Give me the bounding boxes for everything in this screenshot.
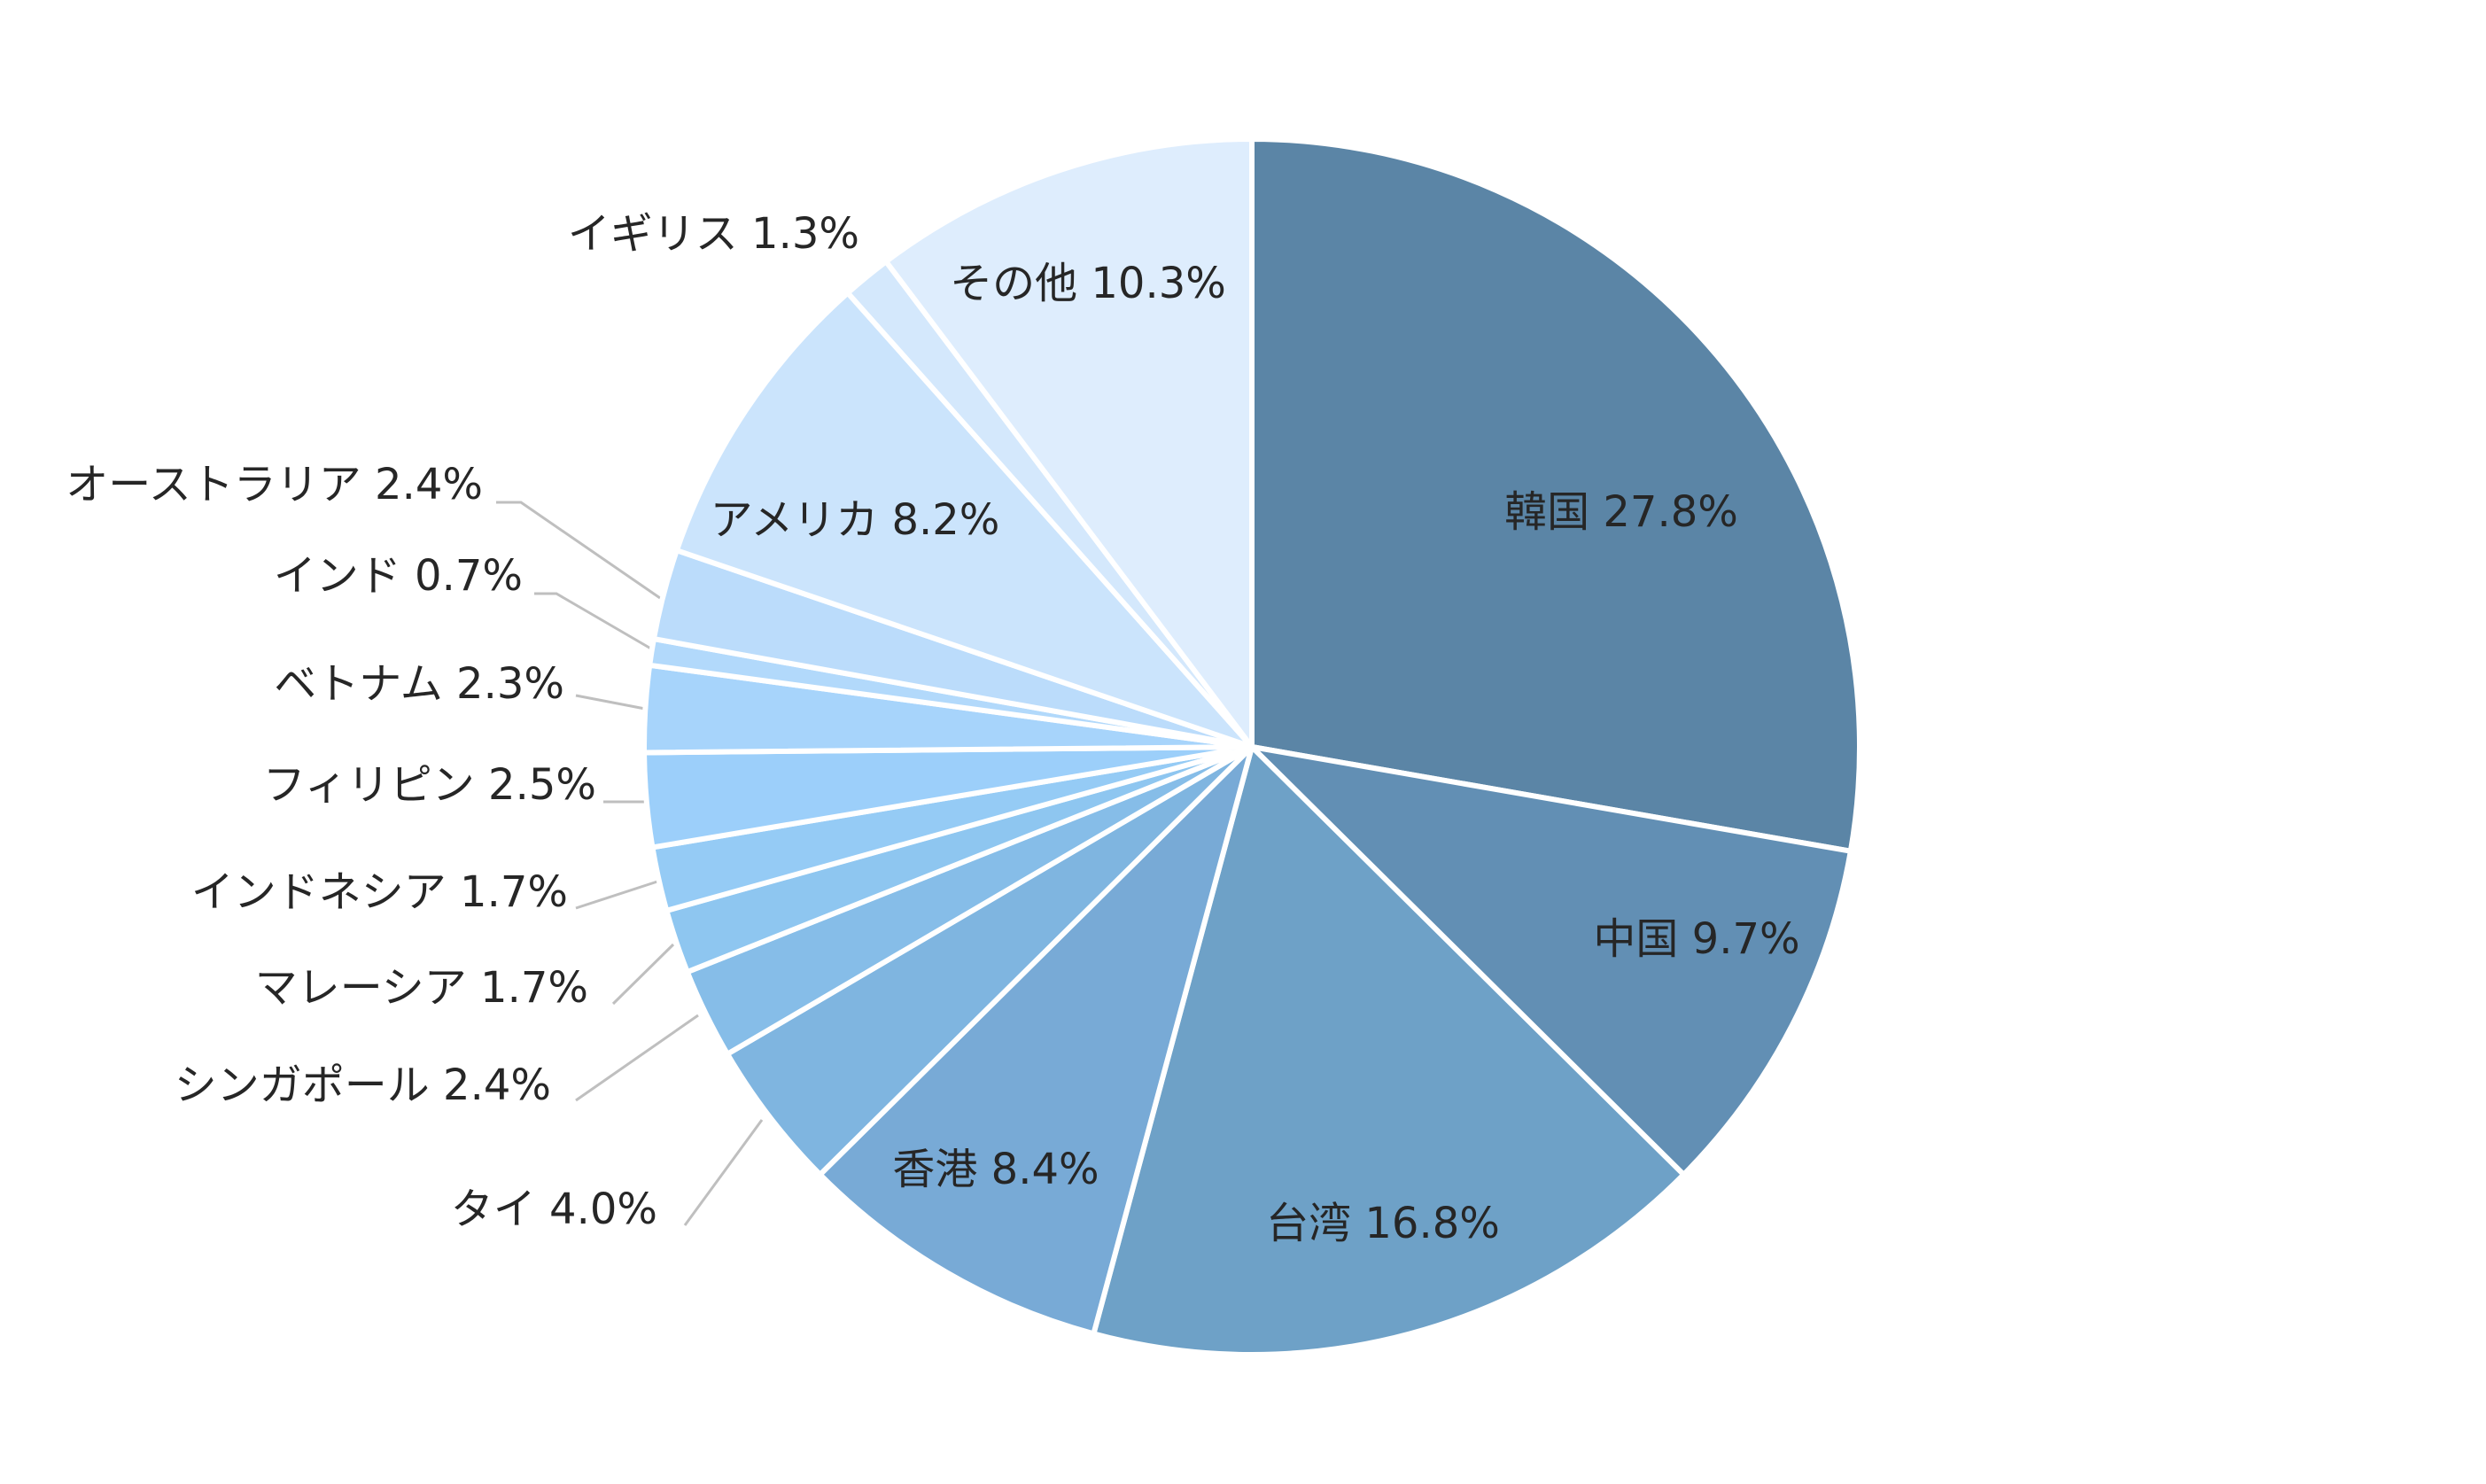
slice-label-香港: 香港 8.4% <box>892 1145 1099 1194</box>
slice-label-シンガポール: シンガポール 2.4% <box>175 1061 551 1110</box>
leader-line-インドネシア <box>575 880 658 910</box>
slice-label-アメリカ: アメリカ 8.2% <box>711 495 1000 545</box>
pie-slice-台湾 <box>1091 744 1687 1357</box>
leader-line-シンガポール <box>575 1014 699 1102</box>
slice-label-その他: その他 10.3% <box>950 259 1226 308</box>
leader-lines <box>496 501 764 1226</box>
slice-label-中国: 中国 9.7% <box>1593 914 1799 964</box>
slice-label-イギリス: イギリス 1.3% <box>568 209 859 259</box>
slice-label-オーストラリア: オーストラリア 2.4% <box>66 460 483 509</box>
slice-label-マレーシア: マレーシア 1.7% <box>255 963 588 1013</box>
pie-slice-香港 <box>817 744 1255 1337</box>
leader-line-タイ <box>683 1119 764 1226</box>
pie-slice-中国 <box>1249 744 1853 1177</box>
pie-slice-韓国 <box>1249 136 1862 854</box>
pie-slice-その他 <box>883 136 1255 750</box>
slice-label-インドネシア: インドネシア 1.7% <box>191 867 568 917</box>
pie-slice-アメリカ <box>673 290 1255 750</box>
slice-label-タイ: タイ 4.0% <box>451 1185 657 1234</box>
leader-line-オーストラリア <box>496 501 661 600</box>
leader-line-インド <box>534 592 655 652</box>
slice-label-台湾: 台湾 16.8% <box>1266 1199 1500 1248</box>
leader-line-マレーシア <box>611 943 675 1006</box>
slice-label-フィリピン: フィリピン 2.5% <box>263 760 596 810</box>
leader-line-ベトナム <box>575 694 646 711</box>
slice-label-インド: インド 0.7% <box>274 551 523 601</box>
pie-slices <box>641 136 1862 1357</box>
slice-labels: 韓国 27.8% 中国 9.7% 台湾 16.8% 香港 8.4% タイ 4.0% シンガ… <box>66 209 1799 1248</box>
slice-label-ベトナム: ベトナム 2.3% <box>274 659 564 709</box>
slice-label-韓国: 韓国 27.8% <box>1504 487 1738 537</box>
